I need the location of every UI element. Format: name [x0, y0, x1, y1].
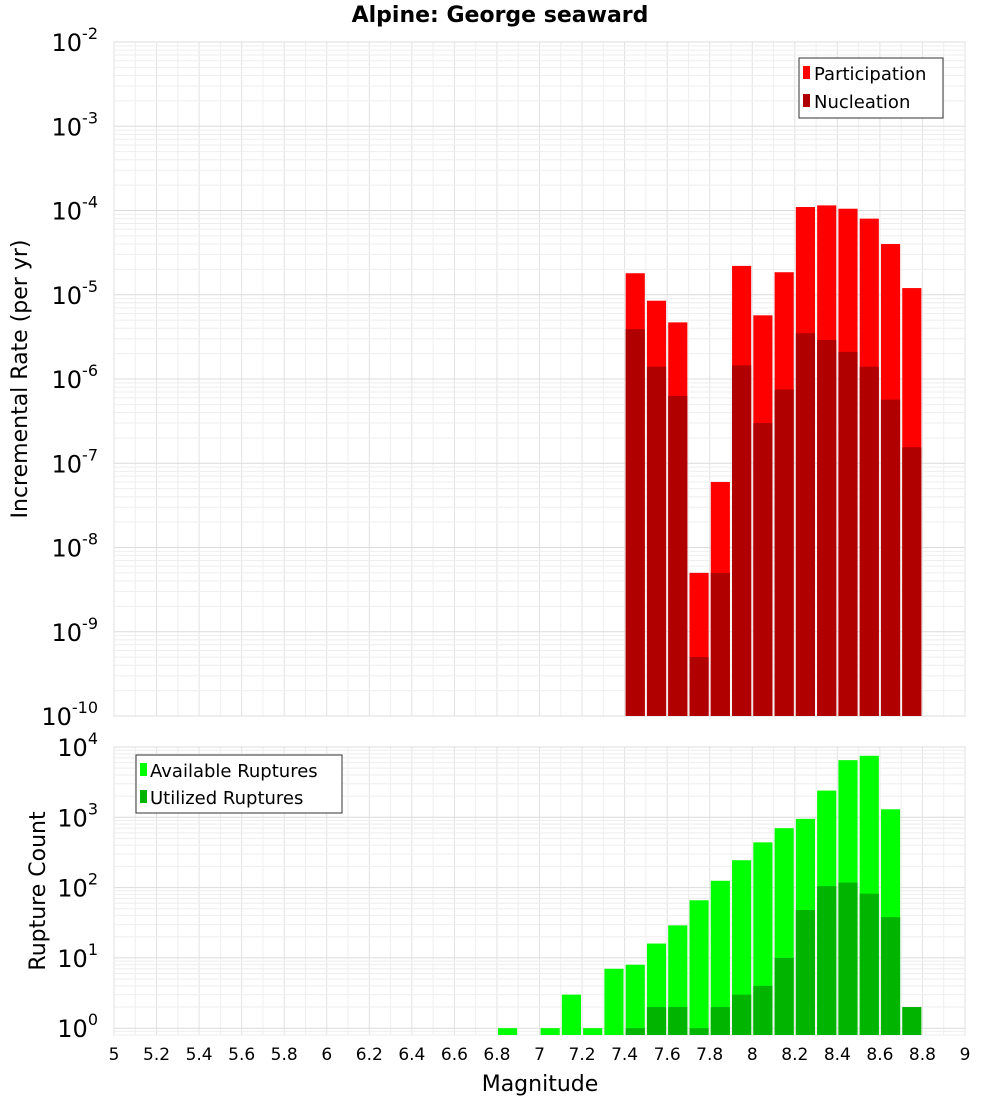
bar-nucleation — [817, 340, 837, 716]
y-tick-label: 10-5 — [52, 277, 99, 310]
bar-nucleation — [902, 447, 922, 716]
legend-swatch-nucleation — [803, 94, 810, 107]
x-tick-label: 5.6 — [228, 1045, 255, 1065]
bar-utilized-ruptures — [753, 985, 773, 1035]
bar-available-ruptures — [498, 1028, 518, 1035]
chart-title: Alpine: George seaward — [352, 3, 649, 28]
x-tick-label: 8.2 — [781, 1045, 808, 1065]
bar-nucleation — [795, 333, 816, 716]
legend-swatch-utilized — [140, 790, 147, 803]
bottom-legend-box — [135, 754, 343, 814]
bottom-y-tick-labels: 100 101 102 103 104 — [57, 729, 98, 1043]
x-tick-label: 5.2 — [143, 1045, 170, 1065]
bar-available-ruptures — [561, 994, 581, 1035]
bar-available-ruptures — [689, 900, 709, 1035]
y-tick-label: 101 — [57, 940, 98, 973]
x-tick-label: 7 — [534, 1045, 545, 1065]
bottom-panel: 100 101 102 103 104 5 5.2 5.4 5.6 5.8 6 6.2 6.4 6.6 6… — [26, 729, 970, 1097]
y-tick-label: 100 — [57, 1010, 98, 1043]
bar-utilized-ruptures — [859, 893, 879, 1035]
bar-utilized-ruptures — [689, 1028, 709, 1035]
y-tick-label: 102 — [57, 870, 98, 903]
bar-nucleation — [880, 399, 901, 716]
bar-utilized-ruptures — [710, 1007, 730, 1035]
bar-nucleation — [689, 657, 709, 716]
bar-nucleation — [710, 572, 730, 716]
x-tick-label: 7.2 — [569, 1045, 596, 1065]
bar-nucleation — [646, 366, 667, 716]
bar-utilized-ruptures — [838, 882, 858, 1035]
bar-nucleation — [859, 366, 879, 716]
x-tick-label: 5 — [109, 1045, 120, 1065]
y-tick-label: 10-9 — [52, 614, 99, 647]
y-tick-label: 10-10 — [41, 698, 98, 731]
bar-utilized-ruptures — [902, 1007, 922, 1035]
bottom-bars — [498, 755, 922, 1035]
x-tick-label: 6.8 — [483, 1045, 510, 1065]
x-tick-label: 5.8 — [271, 1045, 298, 1065]
top-y-axis-label: Incremental Rate (per yr) — [8, 240, 33, 519]
x-tick-label: 7.4 — [611, 1045, 638, 1065]
top-gridlines — [113, 41, 966, 717]
legend-label-participation: Participation — [814, 64, 926, 85]
y-tick-label: 10-8 — [52, 530, 99, 563]
x-axis-label: Magnitude — [482, 1072, 599, 1097]
x-tick-label: 6.6 — [441, 1045, 468, 1065]
bar-utilized-ruptures — [795, 910, 816, 1035]
y-tick-label: 103 — [57, 799, 98, 832]
bar-available-ruptures — [625, 964, 645, 1035]
top-legend-box — [798, 57, 944, 119]
legend-label-available: Available Ruptures — [150, 761, 318, 782]
top-bars — [625, 205, 922, 717]
y-tick-label: 10-4 — [52, 193, 99, 226]
x-tick-label: 6.2 — [356, 1045, 383, 1065]
bar-available-ruptures — [710, 880, 730, 1035]
legend-label-nucleation: Nucleation — [814, 92, 910, 113]
bottom-legend: Available Ruptures Utilized Ruptures — [135, 754, 343, 814]
bar-nucleation — [838, 351, 858, 716]
legend-label-utilized: Utilized Ruptures — [150, 788, 303, 809]
x-tick-labels: 5 5.2 5.4 5.6 5.8 6 6.2 6.4 6.6 6.8 7 7.2 7.4 7.6 7.8 8… — [109, 1045, 971, 1065]
legend-swatch-available — [140, 763, 147, 776]
y-tick-label: 104 — [57, 729, 98, 762]
x-tick-label: 9 — [960, 1045, 971, 1065]
x-tick-label: 6 — [321, 1045, 332, 1065]
bar-nucleation — [668, 395, 688, 716]
bar-available-ruptures — [604, 968, 624, 1035]
bar-available-ruptures — [540, 1028, 560, 1035]
bar-utilized-ruptures — [774, 957, 794, 1035]
top-legend: Participation Nucleation — [798, 57, 944, 119]
x-tick-label: 8.8 — [909, 1045, 936, 1065]
top-panel: 10-10 10-9 10-8 10-7 10-6 10-5 10-4 10-3 10-2 In… — [8, 24, 966, 731]
x-tick-label: 8 — [747, 1045, 758, 1065]
bar-utilized-ruptures — [625, 1028, 645, 1035]
bar-utilized-ruptures — [732, 994, 752, 1035]
y-tick-label: 10-7 — [52, 445, 99, 478]
bar-available-ruptures — [732, 860, 752, 1035]
bar-utilized-ruptures — [668, 1007, 688, 1035]
top-y-tick-labels: 10-10 10-9 10-8 10-7 10-6 10-5 10-4 10-3 10-2 — [41, 24, 98, 731]
bar-nucleation — [625, 329, 645, 716]
x-tick-label: 8.4 — [824, 1045, 851, 1065]
y-tick-label: 10-3 — [52, 108, 99, 141]
bar-utilized-ruptures — [646, 1007, 667, 1035]
y-tick-label: 10-2 — [52, 24, 99, 57]
x-tick-label: 6.4 — [398, 1045, 425, 1065]
legend-swatch-participation — [803, 66, 810, 79]
x-tick-label: 7.6 — [654, 1045, 681, 1065]
bar-utilized-ruptures — [880, 917, 901, 1035]
bar-nucleation — [753, 423, 773, 716]
bottom-y-axis-label: Rupture Count — [26, 811, 51, 971]
x-tick-label: 7.8 — [696, 1045, 723, 1065]
y-tick-label: 10-6 — [52, 361, 99, 394]
bar-nucleation — [774, 389, 794, 716]
bar-utilized-ruptures — [817, 886, 837, 1035]
bar-available-ruptures — [583, 1028, 603, 1035]
x-tick-label: 8.6 — [866, 1045, 893, 1065]
x-tick-label: 5.4 — [186, 1045, 213, 1065]
bar-nucleation — [732, 365, 752, 716]
